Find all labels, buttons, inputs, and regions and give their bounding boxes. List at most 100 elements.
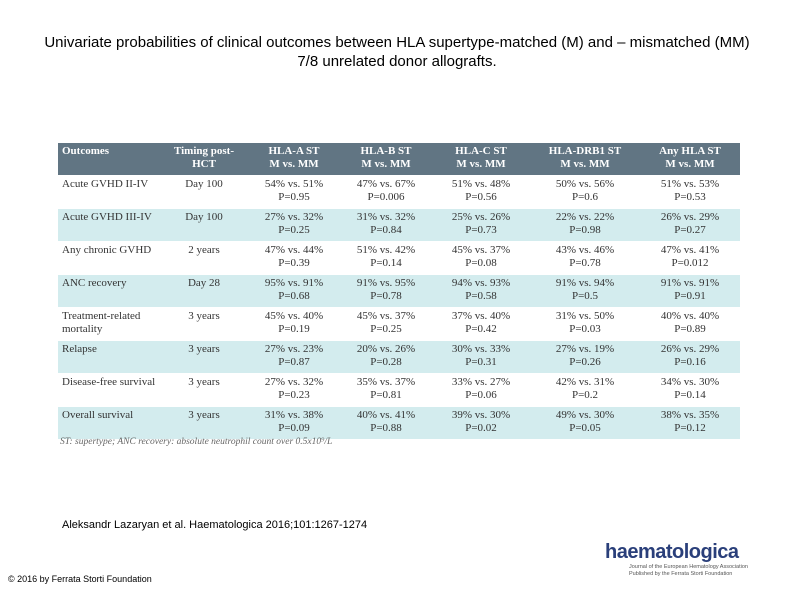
outcomes-table: Outcomes Timing post-HCT HLA-A ST M vs. MM H…	[58, 143, 740, 440]
p-value: P=0.26	[569, 356, 601, 368]
cell-text: 33% vs. 27%	[451, 376, 511, 388]
p-value: P=0.19	[278, 323, 310, 335]
table-cell: 43% vs. 46% P=0.78	[530, 241, 640, 275]
cell-text: 43% vs. 46%	[555, 244, 615, 256]
table-row: ANC recovery Day 28 95% vs. 91% P=0.68 91% v…	[58, 274, 740, 308]
table-cell: 45% vs. 40% P=0.19	[248, 307, 340, 341]
p-value: P=0.98	[569, 224, 601, 236]
p-value: P=0.31	[465, 356, 497, 368]
table-cell: 37% vs. 40% P=0.42	[432, 307, 530, 341]
table-row: Relapse 3 years 27% vs. 23% P=0.87 20% vs. 2…	[58, 340, 740, 374]
header-cell: Any HLA ST M vs. MM	[640, 143, 740, 176]
table-cell: 3 years	[160, 373, 248, 407]
cell-text: 50% vs. 56%	[555, 178, 615, 190]
cell-text: 39% vs. 30%	[451, 409, 511, 421]
table-cell: 51% vs. 48% P=0.56	[432, 175, 530, 209]
table-cell: Overall survival	[58, 406, 160, 440]
cell-text: Overall survival	[62, 409, 134, 421]
p-value: P=0.006	[367, 191, 405, 203]
table-cell: 3 years	[160, 307, 248, 341]
cell-text: 26% vs. 29%	[660, 211, 720, 223]
cell-text: 27% vs. 32%	[264, 211, 324, 223]
cell-text: Acute GVHD III-IV	[62, 211, 152, 223]
table-footnote: ST: supertype; ANC recovery: absolute ne…	[60, 437, 333, 447]
header-cell: Timing post-HCT	[160, 143, 248, 176]
p-value: P=0.14	[370, 257, 402, 269]
table-cell: 49% vs. 30% P=0.05	[530, 406, 640, 440]
cell-text: Treatment-related mortality	[62, 310, 141, 335]
p-value: P=0.95	[278, 191, 310, 203]
table-cell: 47% vs. 67% P=0.006	[340, 175, 432, 209]
header-text: M vs. MM	[560, 158, 610, 170]
p-value: P=0.16	[674, 356, 706, 368]
cell-text: 27% vs. 23%	[264, 343, 324, 355]
table-cell: 38% vs. 35% P=0.12	[640, 406, 740, 440]
cell-text: 22% vs. 22%	[555, 211, 615, 223]
p-value: P=0.25	[278, 224, 310, 236]
p-value: P=0.28	[370, 356, 402, 368]
cell-text: 20% vs. 26%	[356, 343, 416, 355]
table-row: Any chronic GVHD 2 years 47% vs. 44% P=0.39…	[58, 241, 740, 275]
header-text: Timing post-HCT	[173, 145, 234, 170]
table-cell: 47% vs. 44% P=0.39	[248, 241, 340, 275]
table-cell: 35% vs. 37% P=0.81	[340, 373, 432, 407]
table-cell: 47% vs. 41% P=0.012	[640, 241, 740, 275]
cell-text: 47% vs. 41%	[660, 244, 720, 256]
p-value: P=0.56	[465, 191, 497, 203]
cell-text: Relapse	[62, 343, 97, 355]
cell-text: 51% vs. 42%	[356, 244, 416, 256]
table-cell: 34% vs. 30% P=0.14	[640, 373, 740, 407]
cell-text: 38% vs. 35%	[660, 409, 720, 421]
table-row: Overall survival 3 years 31% vs. 38% P=0.09…	[58, 406, 740, 440]
cell-text: 45% vs. 40%	[264, 310, 324, 322]
table-cell: 91% vs. 94% P=0.5	[530, 274, 640, 308]
cell-text: 51% vs. 53%	[660, 178, 720, 190]
p-value: P=0.89	[674, 323, 706, 335]
table-cell: 22% vs. 22% P=0.98	[530, 208, 640, 242]
header-row: Outcomes Timing post-HCT HLA-A ST M vs. MM H…	[58, 143, 740, 176]
cell-text: 91% vs. 95%	[356, 277, 416, 289]
table-cell: Day 28	[160, 274, 248, 308]
table-row: Acute GVHD II-IV Day 100 54% vs. 51% P=0.95…	[58, 175, 740, 209]
p-value: P=0.88	[370, 422, 402, 434]
table-cell: 91% vs. 95% P=0.78	[340, 274, 432, 308]
table-cell: 51% vs. 53% P=0.53	[640, 175, 740, 209]
cell-text: 3 years	[188, 343, 220, 355]
cell-text: 27% vs. 19%	[555, 343, 615, 355]
cell-text: 31% vs. 32%	[356, 211, 416, 223]
table-cell: Acute GVHD II-IV	[58, 175, 160, 209]
table-cell: 94% vs. 93% P=0.58	[432, 274, 530, 308]
cell-text: 3 years	[188, 376, 220, 388]
p-value: P=0.05	[569, 422, 601, 434]
cell-text: 47% vs. 67%	[356, 178, 416, 190]
table-cell: ANC recovery	[58, 274, 160, 308]
cell-text: 40% vs. 40%	[660, 310, 720, 322]
header-text: HLA-C ST	[455, 145, 507, 157]
cell-text: 3 years	[188, 409, 220, 421]
table-cell: 31% vs. 32% P=0.84	[340, 208, 432, 242]
cell-text: Day 100	[185, 178, 223, 190]
header-text: Outcomes	[62, 145, 110, 157]
header-text: HLA-B ST	[360, 145, 412, 157]
table-cell: 31% vs. 50% P=0.03	[530, 307, 640, 341]
cell-text: 2 years	[188, 244, 220, 256]
header-text: Any HLA ST	[659, 145, 721, 157]
header-cell: HLA-C ST M vs. MM	[432, 143, 530, 176]
table-cell: 51% vs. 42% P=0.14	[340, 241, 432, 275]
p-value: P=0.09	[278, 422, 310, 434]
table-cell: 91% vs. 91% P=0.91	[640, 274, 740, 308]
cell-text: Day 28	[187, 277, 221, 289]
table-cell: 20% vs. 26% P=0.28	[340, 340, 432, 374]
table-cell: 25% vs. 26% P=0.73	[432, 208, 530, 242]
cell-text: 54% vs. 51%	[264, 178, 324, 190]
table-cell: 27% vs. 32% P=0.23	[248, 373, 340, 407]
logo: haematologica Journal of the European He…	[605, 541, 785, 578]
cell-text: Disease-free survival	[62, 376, 156, 388]
p-value: P=0.58	[465, 290, 497, 302]
table-cell: 3 years	[160, 340, 248, 374]
p-value: P=0.78	[370, 290, 402, 302]
header-text: HLA-A ST	[268, 145, 320, 157]
table-cell: 31% vs. 38% P=0.09	[248, 406, 340, 440]
p-value: P=0.14	[674, 389, 706, 401]
slide-title: Univariate probabilities of clinical out…	[44, 34, 750, 70]
